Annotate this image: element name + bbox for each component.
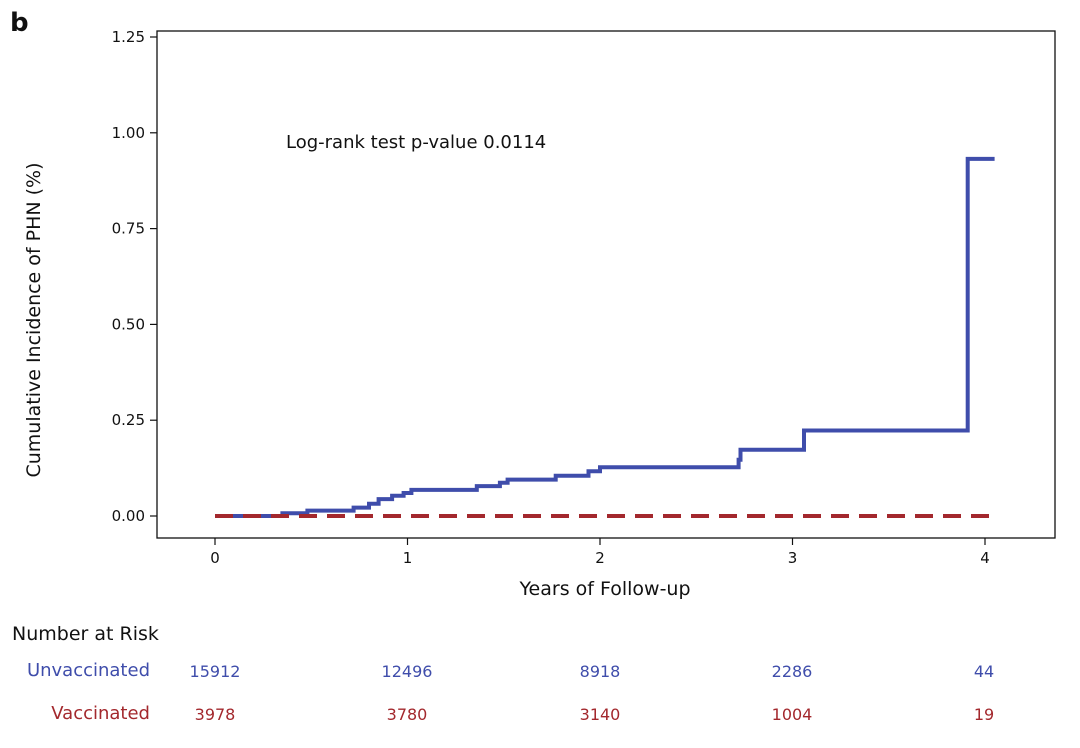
risk-value-vaccinated-0: 3978 (194, 705, 236, 724)
y-tick-label-3: 0.75 (112, 220, 145, 238)
x-tick-label-0: 0 (210, 549, 220, 567)
risk-value-unvaccinated-3: 2286 (771, 662, 813, 681)
risk-value-vaccinated-4: 19 (973, 705, 995, 724)
x-tick-label-1: 1 (403, 549, 413, 567)
risk-value-vaccinated-3: 1004 (771, 705, 813, 724)
risk-value-unvaccinated-0: 15912 (189, 662, 241, 681)
x-tick-label-2: 2 (595, 549, 605, 567)
y-tick-label-0: 0.00 (112, 507, 145, 525)
risk-value-unvaccinated-1: 12496 (381, 662, 433, 681)
x-axis-title: Years of Follow-up (519, 578, 691, 600)
y-tick-label-5: 1.25 (112, 28, 145, 46)
series-line-unvaccinated (215, 156, 995, 518)
risk-row-label-unvaccinated: Unvaccinated (26, 660, 150, 681)
risk-row-label-vaccinated: Vaccinated (51, 703, 150, 724)
y-tick-label-1: 0.25 (112, 411, 145, 429)
panel-label: b (10, 8, 29, 38)
x-tick-label-3: 3 (788, 549, 798, 567)
risk-value-vaccinated-1: 3780 (386, 705, 428, 724)
log-rank-annotation: Log-rank test p-value 0.0114 (286, 132, 547, 153)
y-tick-label-4: 1.00 (112, 124, 145, 142)
risk-value-unvaccinated-4: 44 (973, 662, 995, 681)
y-axis-title: Cumulative Incidence of PHN (%) (23, 162, 45, 478)
y-tick-label-2: 0.50 (112, 315, 145, 333)
number-at-risk-title: Number at Risk (12, 623, 159, 645)
risk-value-vaccinated-2: 3140 (579, 705, 621, 724)
risk-value-unvaccinated-2: 8918 (579, 662, 621, 681)
plot-frame (156, 30, 1056, 539)
x-tick-label-4: 4 (980, 549, 990, 567)
